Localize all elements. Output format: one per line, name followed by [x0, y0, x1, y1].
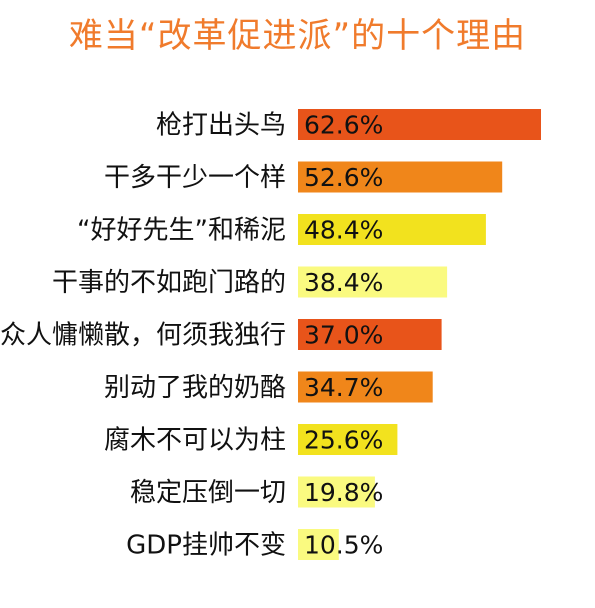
- value-label-7: 25.6%: [304, 426, 383, 455]
- value-label-8: 19.8%: [304, 478, 383, 507]
- bar-7: [298, 424, 398, 455]
- bar-3: [298, 214, 486, 245]
- value-label-6: 34.7%: [304, 373, 383, 402]
- value-label-4: 38.4%: [304, 268, 383, 297]
- bar-8: [298, 476, 375, 508]
- bar-1: [298, 109, 541, 140]
- category-label-1: 枪打出头鸟: [156, 111, 286, 141]
- bar-2: [298, 161, 503, 193]
- category-label-7: 腐木不可以为柱: [104, 426, 286, 456]
- category-label-2: 干多干少一个样: [104, 163, 286, 193]
- value-label-5: 37.0%: [304, 321, 383, 350]
- category-label-5: 众人慵懒散，何须我独行: [0, 321, 286, 351]
- bar-9: [298, 529, 339, 560]
- category-label-3: “好好先生”和稀泥: [77, 216, 286, 246]
- value-label-9: 10.5%: [304, 531, 383, 560]
- chart-title: 难当“改革促进派”的十个理由: [68, 16, 527, 56]
- value-label-3: 48.4%: [304, 216, 383, 245]
- bar-5: [298, 319, 442, 350]
- value-label-1: 62.6%: [304, 111, 383, 140]
- category-label-6: 别动了我的奶酪: [104, 373, 286, 403]
- bar-4: [298, 266, 448, 298]
- value-label-2: 52.6%: [304, 163, 383, 192]
- bar-6: [298, 371, 433, 403]
- category-label-8: 稳定压倒一切: [130, 478, 286, 508]
- category-label-9: GDP挂帅不变: [126, 531, 286, 561]
- category-label-4: 干事的不如跑门路的: [52, 268, 286, 298]
